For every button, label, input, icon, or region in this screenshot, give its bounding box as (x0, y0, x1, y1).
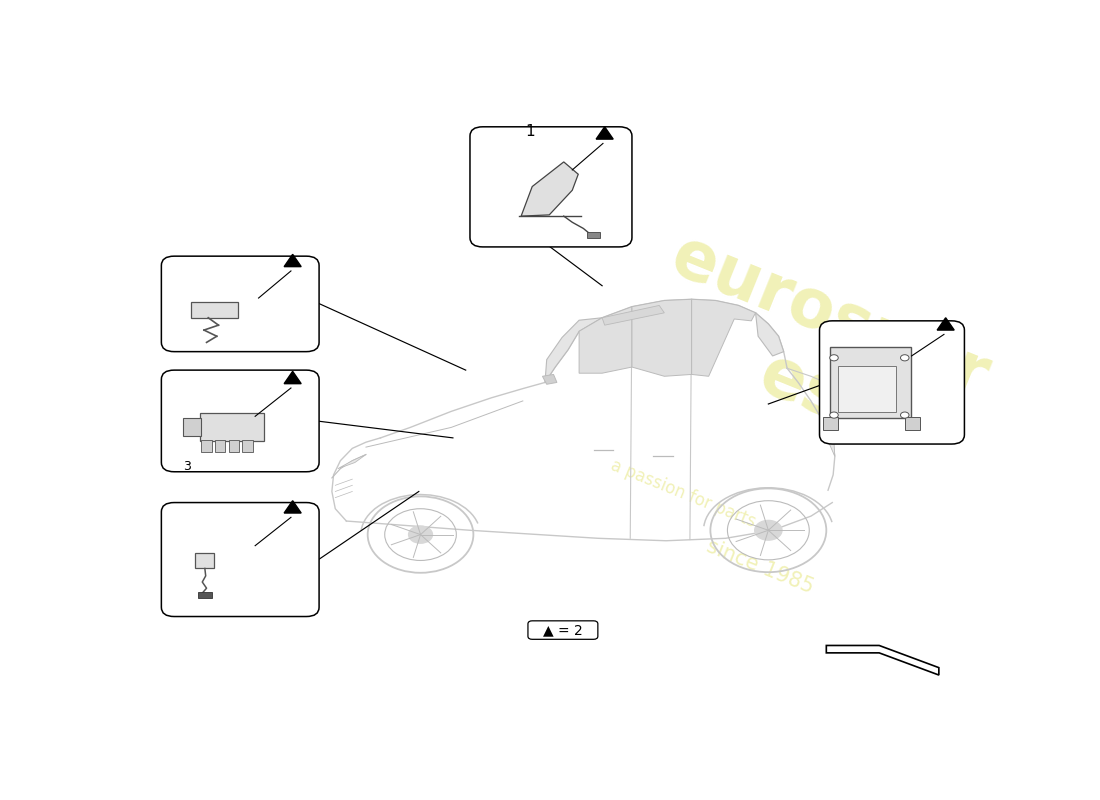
Polygon shape (756, 313, 783, 356)
Bar (183, 418, 201, 436)
Bar (829, 347, 911, 418)
FancyBboxPatch shape (528, 621, 598, 639)
Circle shape (755, 521, 782, 540)
Polygon shape (596, 126, 613, 139)
Polygon shape (631, 299, 692, 376)
Circle shape (829, 412, 838, 418)
Text: 3: 3 (183, 460, 191, 474)
Text: since 1985: since 1985 (703, 537, 816, 598)
Polygon shape (284, 254, 301, 266)
Polygon shape (937, 318, 954, 330)
Polygon shape (602, 306, 664, 325)
Polygon shape (542, 374, 557, 384)
Circle shape (829, 354, 838, 361)
FancyBboxPatch shape (470, 127, 631, 247)
Bar (838, 366, 896, 412)
Polygon shape (521, 162, 579, 216)
Polygon shape (579, 306, 631, 373)
Polygon shape (826, 429, 835, 456)
Polygon shape (338, 454, 366, 469)
Polygon shape (544, 318, 602, 382)
Circle shape (901, 412, 909, 418)
Bar (198, 592, 211, 598)
FancyBboxPatch shape (162, 370, 319, 472)
Text: ▲ = 2: ▲ = 2 (543, 623, 583, 637)
Circle shape (408, 526, 432, 543)
FancyBboxPatch shape (162, 256, 319, 352)
Text: 1: 1 (526, 124, 535, 139)
Bar (200, 414, 264, 441)
Bar (242, 440, 253, 452)
Bar (191, 302, 238, 318)
Bar (196, 553, 214, 569)
Bar (586, 232, 601, 238)
Text: eurospar
es: eurospar es (632, 222, 998, 481)
Bar (904, 417, 920, 430)
Bar (229, 440, 239, 452)
Polygon shape (692, 299, 756, 376)
FancyBboxPatch shape (820, 321, 965, 444)
Circle shape (901, 354, 909, 361)
Bar (216, 440, 225, 452)
Bar (823, 417, 838, 430)
Polygon shape (284, 371, 301, 384)
FancyBboxPatch shape (162, 502, 319, 617)
Polygon shape (284, 501, 301, 513)
Text: a passion for parts: a passion for parts (608, 456, 758, 530)
Bar (201, 440, 211, 452)
Polygon shape (826, 646, 938, 675)
